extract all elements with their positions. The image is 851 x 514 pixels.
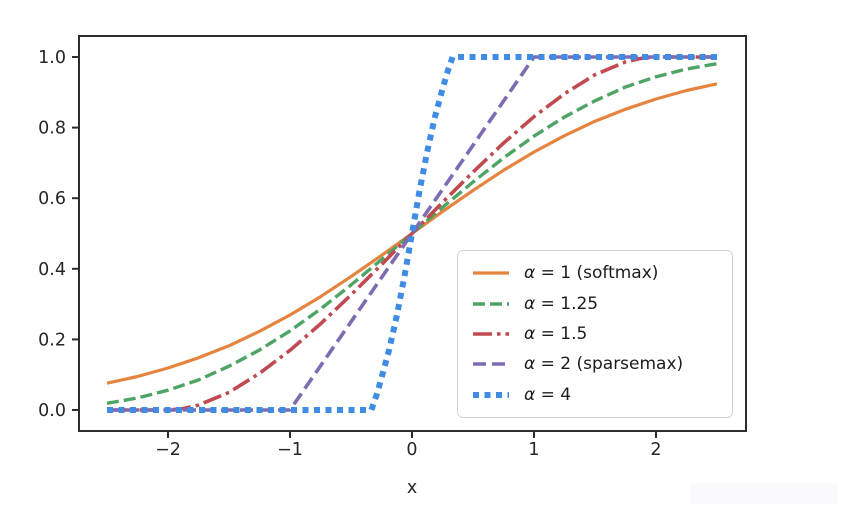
legend-label-softmax: α = 1 (softmax) xyxy=(524,263,659,284)
legend-line-sample-sparsemax xyxy=(473,362,509,367)
legend-item-sparsemax: α = 2 (sparsemax) xyxy=(471,354,726,374)
legend-item-alpha-4: α = 4 xyxy=(471,385,726,405)
x-tick-label: −1 xyxy=(277,440,303,460)
alpha-symbol: α xyxy=(524,293,536,314)
alpha-symbol: α xyxy=(524,263,536,284)
curve-alpha-1.25 xyxy=(106,62,718,405)
x-tick-label: −2 xyxy=(155,440,181,460)
watermark-patch xyxy=(690,483,838,504)
y-tick-label: 0.4 xyxy=(38,260,66,280)
x-axis-label: x xyxy=(406,478,418,498)
legend-label-alpha-4: α = 4 xyxy=(524,384,572,405)
alpha-symbol: α xyxy=(524,354,536,375)
x-tick-label: 1 xyxy=(528,440,539,460)
legend-label-alpha-1-25: α = 1.25 xyxy=(524,293,599,314)
legend-item-alpha-1-5: α = 1.5 xyxy=(471,324,726,344)
y-tick-label: 0.6 xyxy=(38,189,66,209)
legend-item-alpha-1-25: α = 1.25 xyxy=(471,294,726,314)
curve-alpha-2-sparsemax xyxy=(107,55,717,412)
curve-alpha-4 xyxy=(107,54,717,413)
legend-label-sparsemax: α = 2 (sparsemax) xyxy=(524,354,684,375)
legend-line-sample-alpha-1-5 xyxy=(473,332,509,336)
y-tick-label: 1.0 xyxy=(38,48,66,68)
x-tick-label: 2 xyxy=(650,440,661,460)
legend-line-sample-alpha-1-25 xyxy=(473,301,509,306)
legend-item-softmax: α = 1 (softmax) xyxy=(471,263,726,283)
legend-line-sample-alpha-4 xyxy=(473,391,509,398)
legend-line-sample-softmax xyxy=(473,271,509,275)
y-tick-label: 0.2 xyxy=(38,330,66,350)
x-tick-label: 0 xyxy=(406,440,417,460)
alpha-symbol: α xyxy=(524,323,536,344)
curve-alpha-1.5 xyxy=(107,55,717,412)
legend: α = 1 (softmax) α = 1.25 α = 1.5 α = 2 (… xyxy=(457,250,733,418)
legend-label-alpha-1-5: α = 1.5 xyxy=(524,323,588,344)
y-tick-label: 0.8 xyxy=(38,119,66,139)
alpha-symbol: α xyxy=(524,384,536,405)
y-tick-label: 0.0 xyxy=(38,401,66,421)
